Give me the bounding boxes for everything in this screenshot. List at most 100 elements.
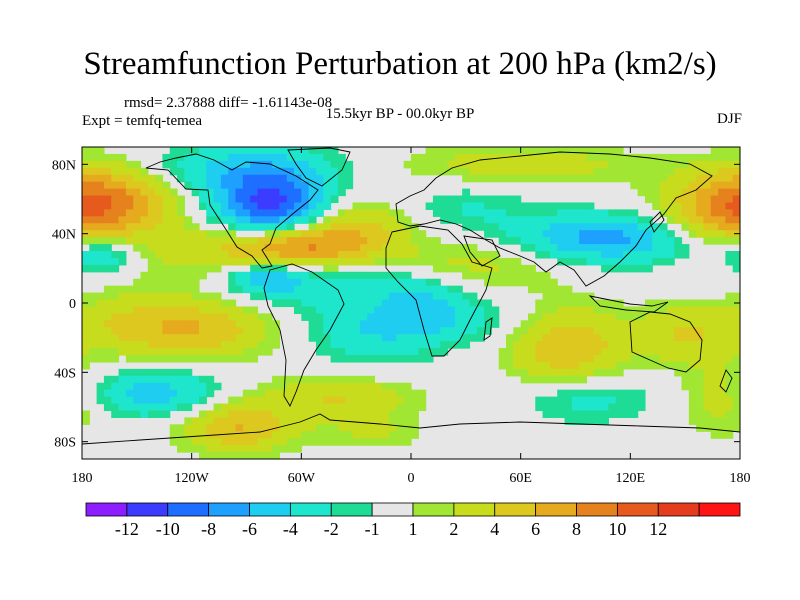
field-cell bbox=[703, 167, 712, 176]
field-cell bbox=[264, 244, 273, 252]
field-cell bbox=[235, 216, 244, 224]
field-cell bbox=[447, 147, 456, 155]
field-cell bbox=[169, 334, 178, 342]
field-cell bbox=[549, 313, 558, 321]
field-cell bbox=[520, 327, 529, 335]
field-cell bbox=[147, 327, 156, 335]
field-cell bbox=[418, 160, 427, 169]
field-cell bbox=[257, 334, 266, 342]
field-cell bbox=[506, 167, 514, 176]
field-cell bbox=[308, 257, 317, 266]
field-cell bbox=[535, 348, 544, 356]
field-cell bbox=[294, 195, 302, 204]
field-cell bbox=[666, 195, 675, 204]
field-cell bbox=[432, 167, 441, 176]
field-cell bbox=[476, 209, 485, 217]
field-cell bbox=[476, 223, 485, 231]
field-cell bbox=[608, 147, 617, 155]
field-cell bbox=[213, 188, 222, 197]
field-cell bbox=[389, 223, 397, 231]
field-cell bbox=[191, 167, 200, 176]
field-cell bbox=[140, 216, 149, 224]
colorbar-label: -8 bbox=[201, 519, 216, 539]
field-cell bbox=[666, 348, 675, 356]
field-cell bbox=[213, 320, 222, 328]
field-cell bbox=[89, 264, 98, 273]
field-cell bbox=[345, 230, 354, 238]
field-cell bbox=[476, 153, 485, 162]
field-cell bbox=[191, 292, 200, 301]
field-cell bbox=[162, 181, 171, 190]
field-cell bbox=[147, 341, 156, 349]
field-cell bbox=[301, 410, 310, 418]
field-cell bbox=[103, 153, 112, 162]
field-cell bbox=[732, 223, 740, 231]
field-cell bbox=[242, 271, 251, 280]
field-cell bbox=[571, 292, 580, 301]
field-cell bbox=[337, 431, 346, 439]
field-cell bbox=[315, 431, 324, 439]
field-cell bbox=[191, 147, 200, 155]
field-cell bbox=[206, 153, 215, 162]
field-cell bbox=[242, 320, 251, 328]
y-tick-label: 80S bbox=[54, 436, 76, 451]
field-cell bbox=[177, 153, 185, 162]
field-cell bbox=[242, 285, 251, 294]
field-cell bbox=[586, 160, 595, 169]
field-cell bbox=[659, 153, 668, 162]
field-cell bbox=[294, 271, 302, 280]
field-cell bbox=[169, 237, 178, 245]
field-cell bbox=[279, 230, 288, 238]
field-cell bbox=[506, 368, 514, 377]
field-cell bbox=[272, 382, 280, 391]
field-cell bbox=[264, 334, 273, 342]
field-cell bbox=[301, 257, 310, 266]
field-cell bbox=[681, 382, 690, 391]
field-cell bbox=[586, 320, 595, 328]
field-cell bbox=[367, 382, 376, 391]
field-cell bbox=[506, 361, 514, 370]
field-cell bbox=[696, 230, 705, 238]
field-cell bbox=[418, 389, 427, 398]
field-cell bbox=[125, 368, 134, 377]
field-cell bbox=[206, 306, 215, 314]
field-cell bbox=[542, 313, 551, 321]
field-cell bbox=[352, 285, 361, 294]
field-cell bbox=[571, 396, 580, 405]
field-cell bbox=[557, 313, 566, 321]
field-cell bbox=[155, 285, 164, 294]
field-cell bbox=[162, 327, 171, 335]
field-cell bbox=[294, 230, 302, 238]
field-cell bbox=[535, 355, 544, 363]
field-cell bbox=[411, 341, 419, 349]
field-cell bbox=[198, 313, 207, 321]
field-cell bbox=[213, 355, 222, 363]
field-cell bbox=[411, 313, 419, 321]
field-cell bbox=[315, 327, 324, 335]
field-cell bbox=[557, 299, 566, 308]
field-cell bbox=[352, 424, 361, 432]
field-cell bbox=[235, 174, 244, 183]
field-cell bbox=[403, 348, 412, 356]
field-cell bbox=[513, 327, 522, 335]
field-cell bbox=[264, 264, 273, 273]
field-cell bbox=[454, 334, 463, 342]
field-cell bbox=[169, 313, 178, 321]
field-cell bbox=[688, 341, 697, 349]
field-cell bbox=[520, 160, 529, 169]
field-cell bbox=[352, 257, 361, 266]
field-cell bbox=[476, 320, 485, 328]
field-cell bbox=[184, 181, 193, 190]
field-cell bbox=[615, 257, 624, 266]
field-cell bbox=[506, 341, 514, 349]
field-cell bbox=[374, 355, 383, 363]
field-cell bbox=[491, 147, 500, 155]
field-cell bbox=[601, 410, 609, 418]
field-cell bbox=[118, 160, 127, 169]
field-cell bbox=[696, 361, 705, 370]
field-cell bbox=[608, 410, 617, 418]
field-cell bbox=[447, 341, 456, 349]
field-cell bbox=[184, 306, 193, 314]
field-cell bbox=[147, 396, 156, 405]
